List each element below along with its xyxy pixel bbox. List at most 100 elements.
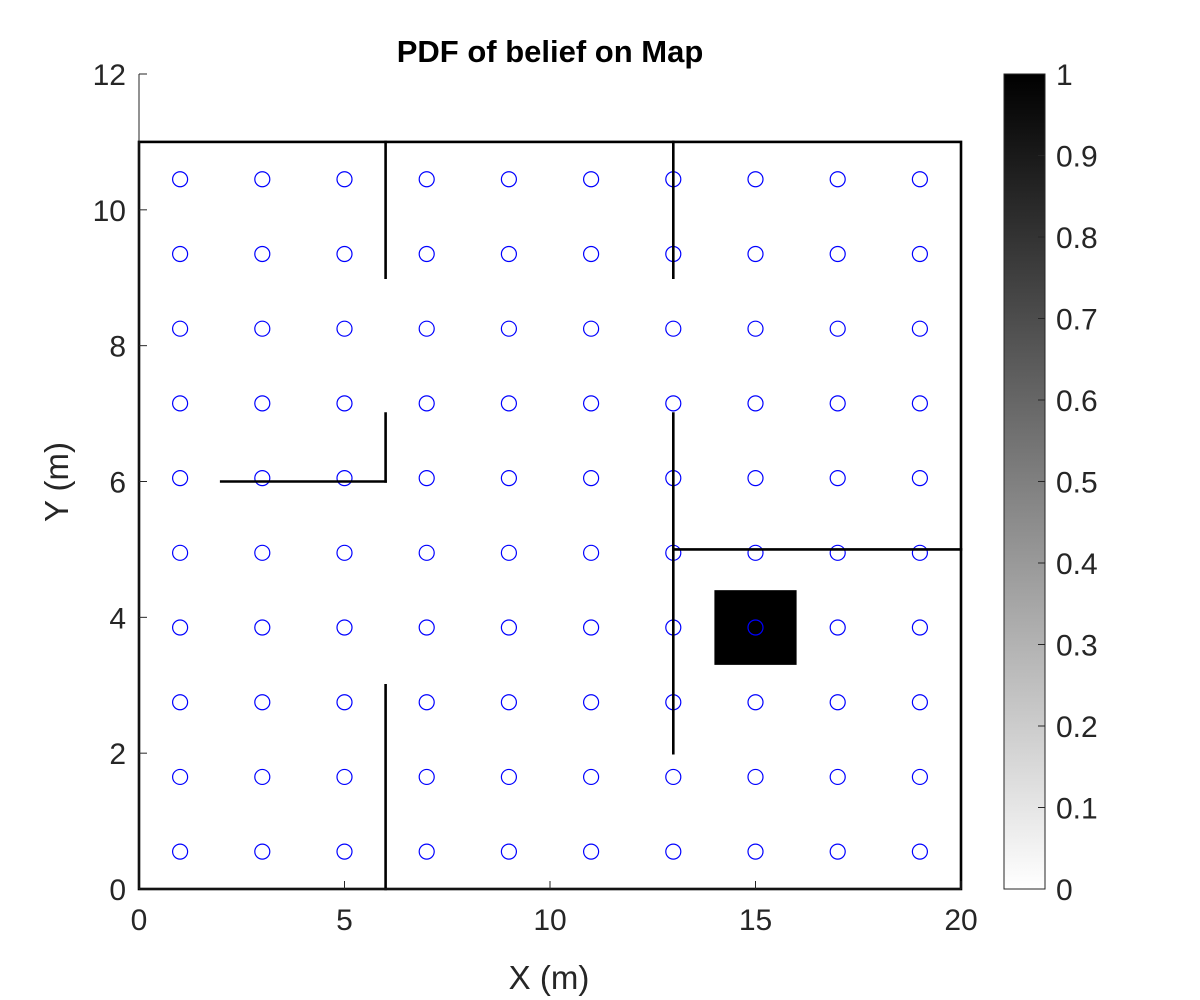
y-tick-label: 0 xyxy=(109,874,126,907)
grid-point xyxy=(582,544,600,561)
grid-point xyxy=(418,320,435,337)
grid-point xyxy=(418,395,435,412)
grid-point xyxy=(582,320,600,337)
grid-point xyxy=(336,171,353,188)
grid-point xyxy=(911,619,929,636)
grid-point xyxy=(254,619,271,636)
grid-point xyxy=(336,768,353,786)
grid-point xyxy=(254,171,271,188)
x-tick-label: 20 xyxy=(944,904,977,937)
grid-point xyxy=(172,470,189,487)
grid-point xyxy=(829,171,846,188)
grid-point xyxy=(747,619,764,636)
grid-point xyxy=(747,171,764,188)
grid-point xyxy=(254,694,271,711)
y-tick-label: 6 xyxy=(109,467,126,500)
x-tick-label: 5 xyxy=(336,904,353,937)
grid-point xyxy=(418,171,435,188)
grid-point xyxy=(911,470,929,487)
grid-point xyxy=(336,320,353,337)
grid-point xyxy=(172,768,189,786)
belief-layer xyxy=(714,590,797,665)
grid-point xyxy=(418,470,435,487)
grid-point xyxy=(500,694,517,711)
grid-point xyxy=(829,544,846,561)
colorbar-tick-label: 0 xyxy=(1056,874,1073,907)
grid-point xyxy=(911,320,929,337)
grid-point xyxy=(665,395,682,412)
grid-point xyxy=(254,544,271,561)
grid-point xyxy=(582,470,600,487)
colorbar-tick-label: 0.3 xyxy=(1056,630,1098,663)
grid-point xyxy=(254,245,271,263)
grid-point xyxy=(911,544,929,561)
grid-point xyxy=(829,768,846,786)
grid-point xyxy=(829,694,846,711)
grid-point xyxy=(582,694,600,711)
grid-point xyxy=(829,320,846,337)
grid-point xyxy=(172,843,189,860)
colorbar-tick-label: 0.8 xyxy=(1056,222,1098,255)
grid-point xyxy=(336,544,353,561)
x-tick-label: 0 xyxy=(131,904,148,937)
grid-point xyxy=(911,694,929,711)
colorbar: 0 0.1 0.2 0.3 0.4 0.5 0.6 0.7 0.8 0.9 1 xyxy=(1003,59,1098,907)
grid-point xyxy=(582,768,600,786)
grid-point xyxy=(582,245,600,263)
grid-point xyxy=(500,171,517,188)
axes-layer: 0 5 10 15 20 0 2 4 6 8 10 12 xyxy=(93,59,978,937)
grid-points-layer xyxy=(172,171,929,860)
grid-point xyxy=(911,171,929,188)
grid-point xyxy=(747,694,764,711)
grid-point xyxy=(911,843,929,860)
grid-point xyxy=(500,843,517,860)
grid-point xyxy=(911,768,929,786)
grid-point xyxy=(418,843,435,860)
colorbar-tick-label: 0.2 xyxy=(1056,711,1098,744)
grid-point xyxy=(665,768,682,786)
grid-point xyxy=(336,395,353,412)
grid-point xyxy=(336,619,353,636)
grid-point xyxy=(418,245,435,263)
grid-point xyxy=(336,694,353,711)
grid-point xyxy=(747,320,764,337)
grid-point xyxy=(747,843,764,860)
y-tick-label: 8 xyxy=(109,331,126,364)
grid-point xyxy=(829,395,846,412)
grid-point xyxy=(582,619,600,636)
grid-point xyxy=(254,470,271,487)
grid-point xyxy=(254,320,271,337)
grid-point xyxy=(418,768,435,786)
grid-point xyxy=(336,843,353,860)
grid-point xyxy=(829,245,846,263)
colorbar-tick-label: 0.6 xyxy=(1056,385,1098,418)
walls-layer xyxy=(137,140,963,891)
grid-point xyxy=(829,843,846,860)
grid-point xyxy=(172,395,189,412)
grid-point xyxy=(582,171,600,188)
grid-point xyxy=(747,768,764,786)
grid-point xyxy=(500,768,517,786)
grid-point xyxy=(336,470,353,487)
grid-point xyxy=(500,619,517,636)
grid-point xyxy=(665,320,682,337)
grid-point xyxy=(911,245,929,263)
colorbar-tick-label: 0.1 xyxy=(1056,793,1098,826)
grid-point xyxy=(582,395,600,412)
grid-point xyxy=(172,619,189,636)
y-tick-label: 2 xyxy=(109,738,126,771)
grid-point xyxy=(254,395,271,412)
grid-point xyxy=(254,843,271,860)
grid-point xyxy=(747,245,764,263)
grid-point xyxy=(418,544,435,561)
grid-point xyxy=(665,843,682,860)
grid-point xyxy=(172,320,189,337)
grid-point xyxy=(829,619,846,636)
colorbar-tick-label: 1 xyxy=(1056,59,1073,92)
grid-point xyxy=(582,843,600,860)
grid-point xyxy=(500,395,517,412)
grid-point xyxy=(500,470,517,487)
grid-point xyxy=(747,544,764,561)
y-tick-label: 12 xyxy=(93,59,126,92)
grid-point xyxy=(829,470,846,487)
